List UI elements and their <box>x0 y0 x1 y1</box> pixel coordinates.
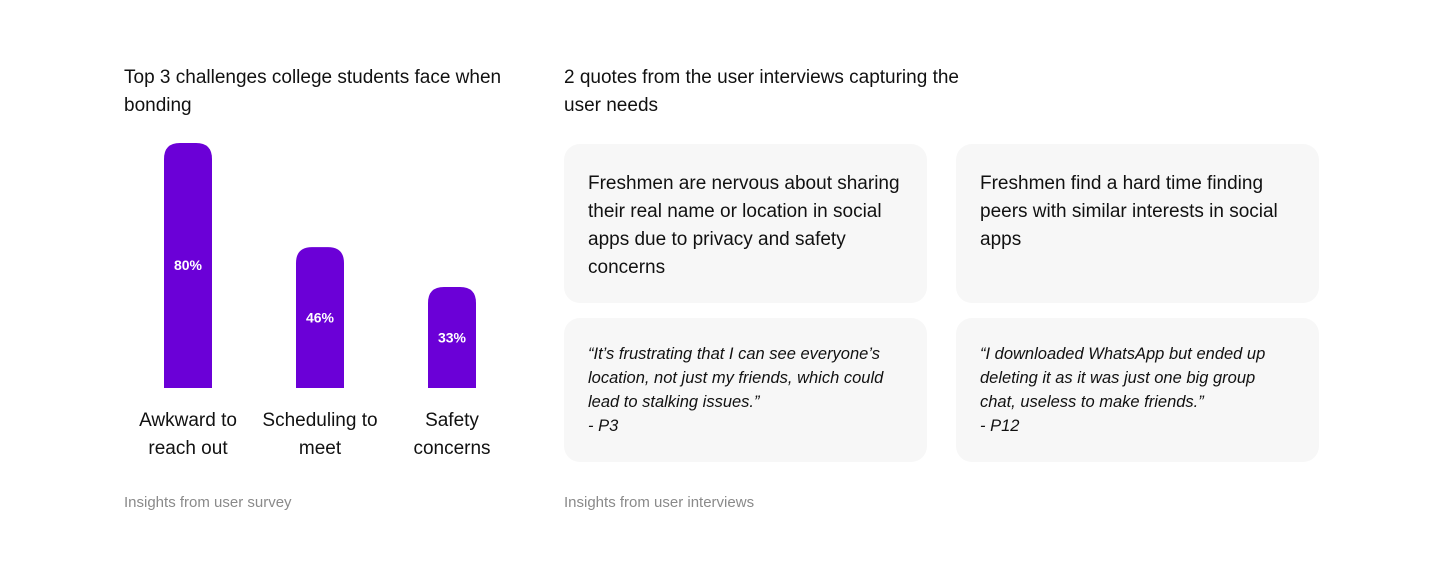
need-card-interests: Freshmen find a hard time finding peers … <box>956 144 1319 303</box>
quote-attribution: - P12 <box>980 417 1020 435</box>
bar-2 <box>428 286 476 388</box>
need-text: Freshmen find a hard time finding peers … <box>980 173 1278 250</box>
quote-card-p3: “It’s frustrating that I can see everyon… <box>564 318 927 462</box>
chart-title: Top 3 challenges college students face w… <box>124 67 502 116</box>
category-label: Scheduling to meet <box>262 410 377 459</box>
quote-attribution: - P3 <box>588 417 619 435</box>
interviews-footnote: Insights from user interviews <box>564 494 755 511</box>
quote-body: “I downloaded WhatsApp but ended up dele… <box>980 345 1266 411</box>
quote-text: “I downloaded WhatsApp but ended up dele… <box>980 342 1295 438</box>
bar-value-label: 80% <box>174 257 203 273</box>
quote-text: “It’s frustrating that I can see everyon… <box>588 342 903 438</box>
quotes-section-title: 2 quotes from the user interviews captur… <box>564 67 959 116</box>
survey-footnote: Insights from user survey <box>124 494 292 511</box>
need-text: Freshmen are nervous about sharing their… <box>588 173 900 278</box>
need-card-privacy: Freshmen are nervous about sharing their… <box>564 144 927 303</box>
category-label: Safety concerns <box>413 410 490 459</box>
bar-1 <box>296 247 344 388</box>
bar-value-label: 33% <box>438 329 467 345</box>
bar-chart: 80% Awkward to reach out 46% Scheduling to me… <box>139 143 491 459</box>
category-label: Awkward to reach out <box>139 410 237 459</box>
quote-card-p12: “I downloaded WhatsApp but ended up dele… <box>956 318 1319 462</box>
bar-value-label: 46% <box>306 310 335 326</box>
quote-body: “It’s frustrating that I can see everyon… <box>588 345 884 411</box>
bar-0 <box>164 143 212 388</box>
